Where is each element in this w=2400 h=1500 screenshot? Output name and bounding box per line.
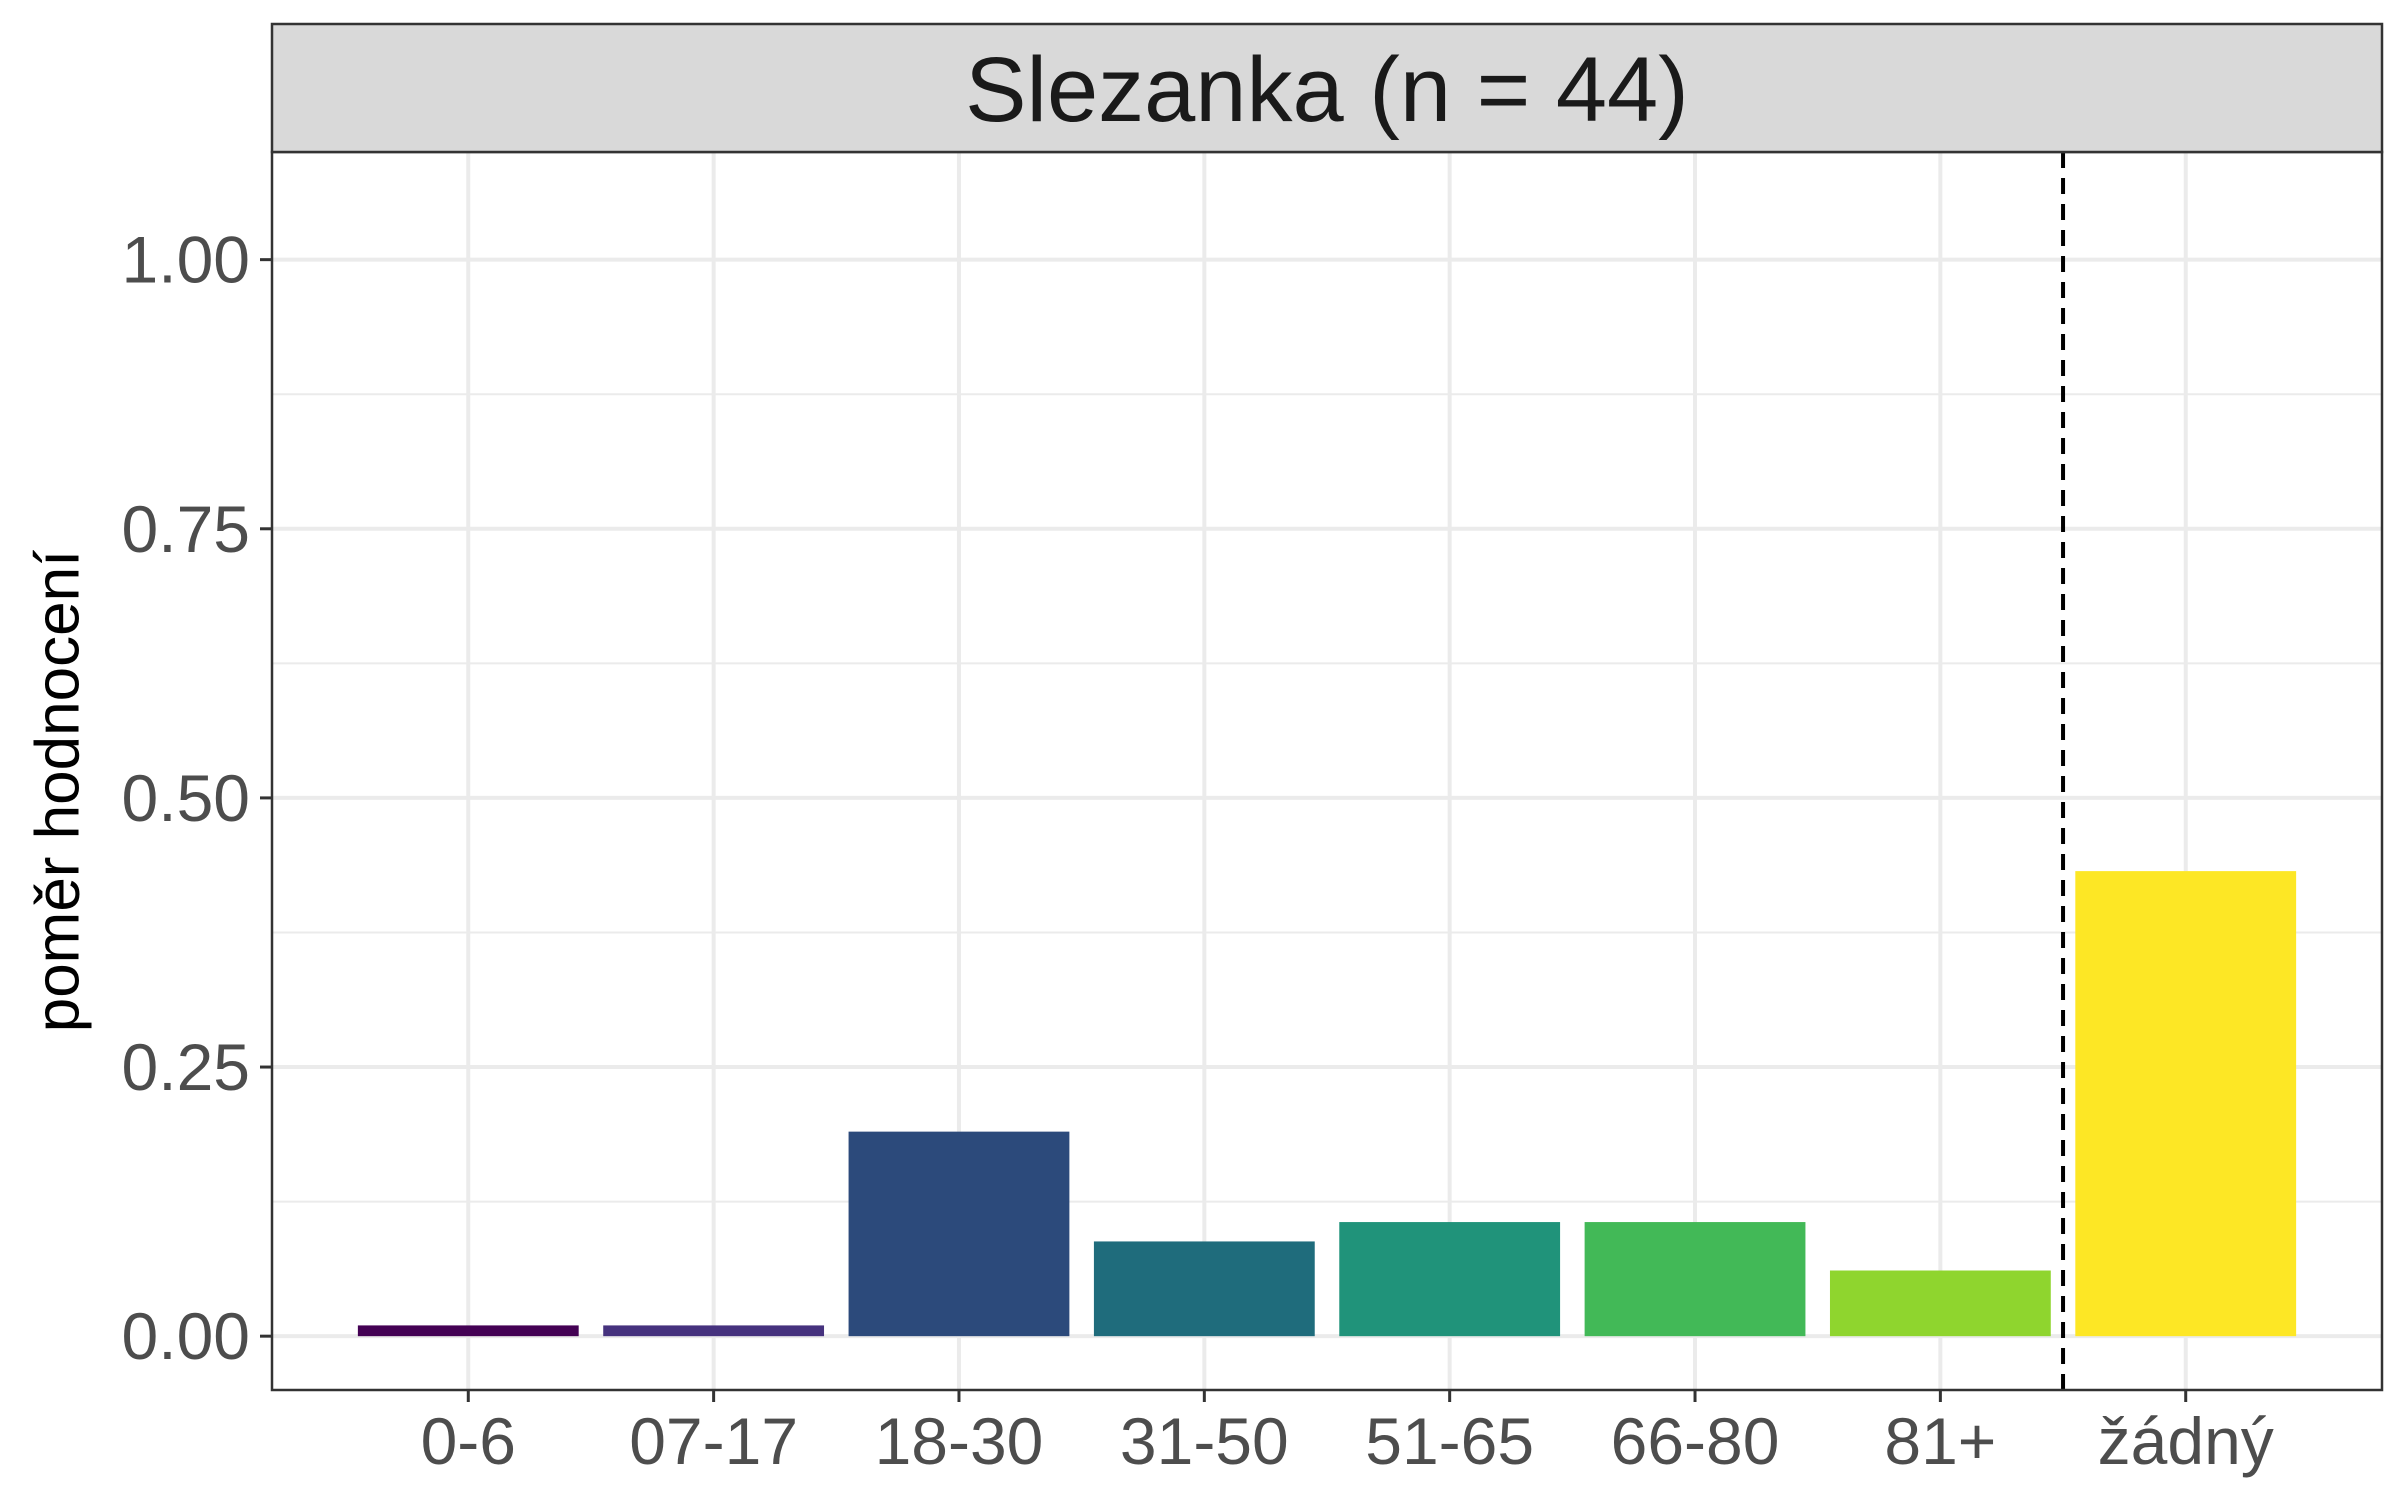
bar-07-17 — [603, 1325, 825, 1337]
bar-0-6 — [357, 1325, 579, 1337]
x-axis: 0-6 07-17 18-30 31-50 51-65 66-80 81+ žádný — [421, 1390, 2274, 1478]
bar-51-65 — [1339, 1222, 1561, 1337]
y-tick-label: 0.75 — [122, 492, 250, 566]
x-tick-label: 31-50 — [1120, 1404, 1289, 1478]
bar-18-30 — [848, 1131, 1070, 1337]
x-tick-label: žádný — [2098, 1404, 2274, 1478]
facet-strip: Slezanka (n = 44) — [270, 22, 2384, 154]
y-axis: 0.00 0.25 0.50 0.75 1.00 — [122, 223, 272, 1373]
bar-81+ — [1829, 1270, 2051, 1337]
x-tick-label: 66-80 — [1611, 1404, 1780, 1478]
x-tick-label: 81+ — [1884, 1404, 1996, 1478]
y-tick-label: 0.25 — [122, 1030, 250, 1104]
bar-31-50 — [1093, 1241, 1315, 1337]
grid-lines — [272, 152, 2382, 1390]
bar-žádný — [2075, 871, 2297, 1337]
y-axis-title: poměr hodnocení — [24, 550, 93, 1033]
bar-66-80 — [1584, 1222, 1806, 1337]
y-tick-label: 1.00 — [122, 223, 250, 297]
facet-strip-background — [270, 22, 2384, 154]
x-tick-label: 18-30 — [875, 1404, 1044, 1478]
x-tick-label: 07-17 — [629, 1404, 798, 1478]
chart-title: Slezanka (n = 44) — [965, 39, 1689, 141]
x-tick-label: 51-65 — [1365, 1404, 1534, 1478]
x-tick-label: 0-6 — [421, 1404, 516, 1478]
y-tick-label: 0.50 — [122, 761, 250, 835]
y-tick-label: 0.00 — [122, 1299, 250, 1373]
bars — [357, 871, 2297, 1337]
